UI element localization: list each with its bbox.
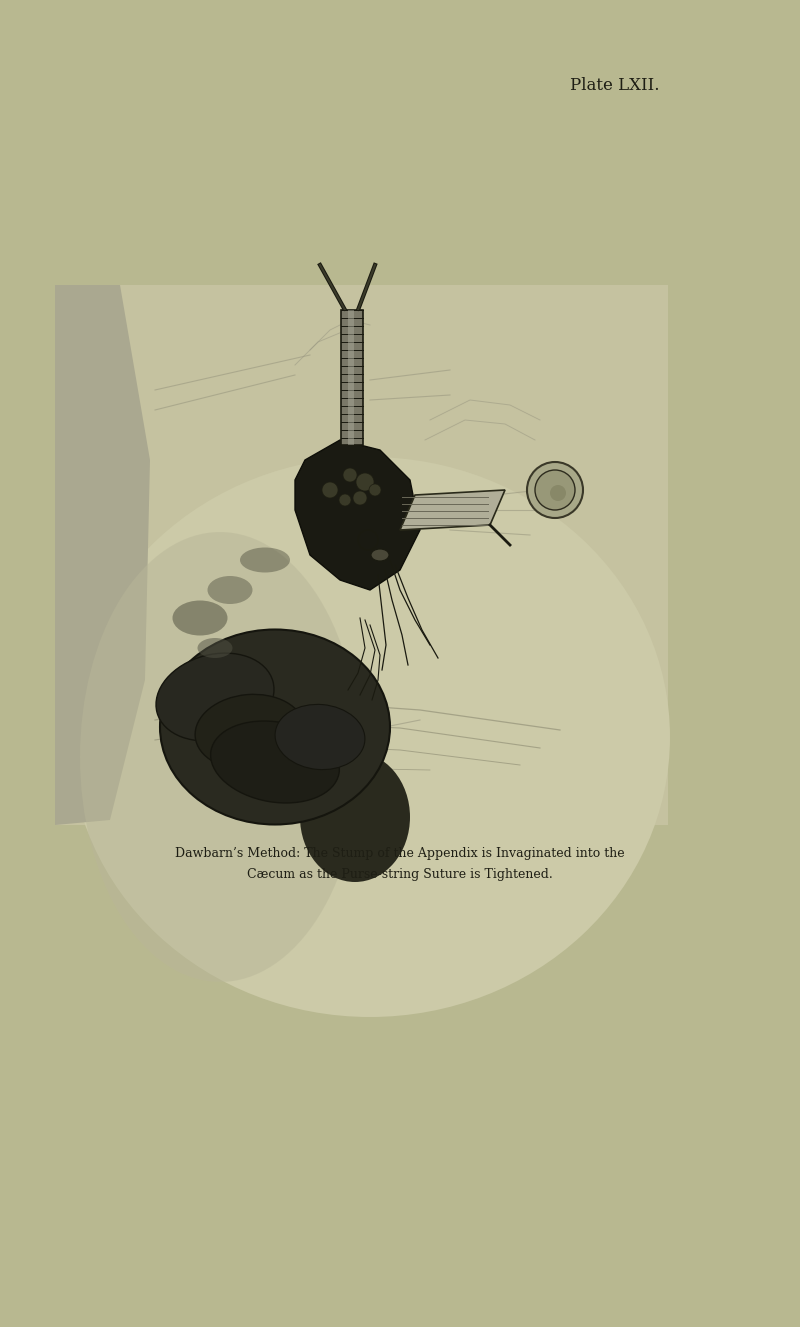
Ellipse shape <box>300 752 410 882</box>
Polygon shape <box>55 285 150 825</box>
Bar <box>348 311 354 445</box>
Ellipse shape <box>198 638 233 658</box>
Ellipse shape <box>160 629 390 824</box>
Text: Plate LXII.: Plate LXII. <box>570 77 659 94</box>
Text: Cæcum as the Purse-string Suture is Tightened.: Cæcum as the Purse-string Suture is Tigh… <box>247 868 553 881</box>
Circle shape <box>353 491 367 506</box>
Ellipse shape <box>70 456 670 1016</box>
Ellipse shape <box>156 653 274 740</box>
Circle shape <box>550 484 566 502</box>
Ellipse shape <box>195 694 305 770</box>
Circle shape <box>339 494 351 506</box>
Ellipse shape <box>210 721 339 803</box>
Circle shape <box>527 462 583 518</box>
Bar <box>55 285 668 825</box>
Ellipse shape <box>207 576 253 604</box>
Ellipse shape <box>371 549 389 561</box>
Circle shape <box>535 470 575 510</box>
Polygon shape <box>295 441 420 591</box>
Ellipse shape <box>173 601 227 636</box>
Text: Dawbarn’s Method: The Stump of the Appendix is Invaginated into the: Dawbarn’s Method: The Stump of the Appen… <box>175 847 625 860</box>
Bar <box>341 311 363 445</box>
Circle shape <box>343 468 357 482</box>
Polygon shape <box>400 490 505 529</box>
Circle shape <box>356 472 374 491</box>
Circle shape <box>369 484 381 496</box>
Circle shape <box>322 482 338 498</box>
Ellipse shape <box>275 705 365 770</box>
Ellipse shape <box>80 532 360 982</box>
Ellipse shape <box>240 548 290 572</box>
